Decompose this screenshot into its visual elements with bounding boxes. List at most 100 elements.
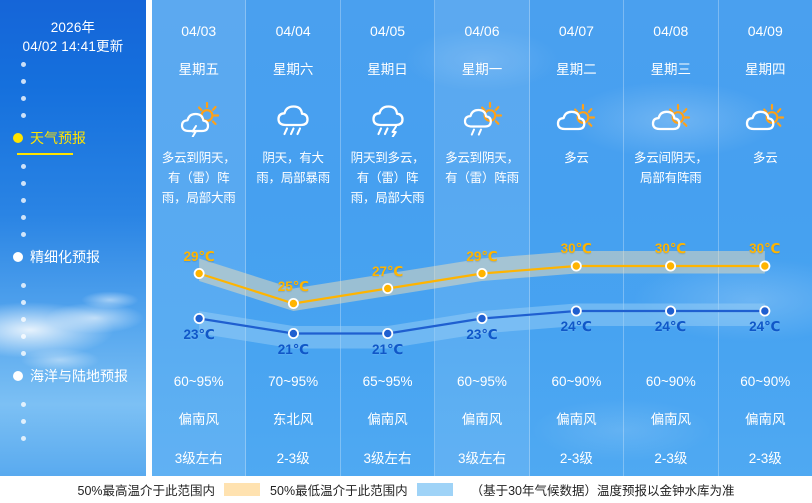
timeline-dot-icon [20, 198, 26, 203]
day-description: 多云 [752, 151, 778, 165]
sidebar-item-refined-forecast[interactable]: 精细化预报 [0, 247, 146, 267]
day-wind-level: 3级左右 [363, 451, 412, 466]
day-description: 多云间阴天，局部有阵雨 [633, 151, 708, 185]
day-wind-direction: 偏南风 [367, 412, 408, 427]
day-date: 04/05 [370, 23, 406, 39]
timeline-dot-icon [20, 402, 26, 407]
forecast-day-column[interactable]: 04/08 星期三 多云间阴天，局部有阵雨 60~90% [624, 0, 719, 476]
timeline-dot-icon [20, 164, 26, 169]
timeline-dot-icon [20, 232, 26, 237]
day-wind-direction: 偏南风 [461, 412, 503, 427]
day-humidity: 60~90% [551, 374, 602, 389]
day-description: 多云 [564, 151, 589, 165]
timeline-dot-icon [20, 419, 26, 424]
timeline-dot-icon [20, 283, 26, 288]
update-time: 04/02 14:41更新 [22, 39, 124, 54]
day-humidity: 60~90% [740, 374, 791, 389]
day-wind-direction: 偏南风 [556, 412, 597, 427]
sidebar-item-label: 海洋与陆地预报 [30, 368, 128, 384]
bullet-icon [13, 371, 23, 381]
day-wind-direction: 偏南风 [744, 412, 786, 427]
day-wind-level: 3级左右 [174, 451, 223, 466]
legend-low-group: 50%最低温介于此范围内 [270, 480, 453, 499]
sun-cloud-icon [743, 100, 787, 138]
day-weekday: 星期三 [650, 62, 692, 77]
timeline-dot-icon [20, 96, 26, 101]
day-weekday: 星期日 [367, 62, 408, 77]
bullet-icon [13, 252, 23, 262]
timeline-dots-mid2 [0, 277, 146, 362]
day-humidity: 65~95% [362, 374, 413, 389]
day-wind-direction: 偏南风 [178, 412, 219, 427]
timeline-dots-mid [0, 158, 146, 243]
day-date: 04/08 [653, 23, 689, 39]
day-lower-block: 60~95% 偏南风 3级左右 [435, 360, 528, 476]
forecast-day-column[interactable]: 04/09 星期四 多云 60~90% [719, 0, 812, 476]
day-description: 阴天到多云，有（雷）阵雨，局部大雨 [350, 151, 425, 205]
forecast-day-column[interactable]: 04/04 星期六 阴天，有大雨，局部暴雨 70~95% 东北 [246, 0, 341, 476]
forecast-columns: 04/03 星期五 多云到阴天，有（雷）阵雨，局部大雨 [152, 0, 812, 476]
timeline-dot-icon [20, 113, 26, 118]
timeline-dots-bottom [0, 396, 146, 447]
sidebar-item-label: 精细化预报 [30, 249, 100, 265]
day-date: 04/07 [558, 23, 594, 39]
sidebar-item-weather-forecast[interactable]: 天气预报 [0, 128, 146, 155]
day-lower-block: 60~95% 偏南风 3级左右 [152, 360, 245, 476]
cloud-rain-thunder-icon [366, 100, 410, 138]
active-underline [17, 153, 73, 155]
chart-legend: 50%最高温介于此范围内 50%最低温介于此范围内 （基于30年气候数据）温度预… [0, 476, 812, 503]
timeline-dot-icon [20, 79, 26, 84]
day-date: 04/09 [747, 23, 783, 39]
day-weekday: 星期二 [556, 62, 597, 77]
day-date: 04/04 [275, 23, 311, 39]
day-humidity: 60~95% [457, 374, 507, 389]
sun-cloud-icon [649, 100, 693, 138]
day-humidity: 70~95% [268, 374, 319, 389]
sun-cloud-rain-icon [460, 100, 504, 138]
day-wind-level: 2-3级 [276, 451, 310, 466]
day-description: 多云到阴天，有（雷）阵雨 [445, 151, 519, 185]
timeline-dot-icon [20, 62, 26, 67]
forecast-day-column[interactable]: 04/03 星期五 多云到阴天，有（雷）阵雨，局部大雨 [152, 0, 247, 476]
legend-high-label: 50%最高温介于此范围内 [77, 484, 216, 498]
day-wind-level: 3级左右 [457, 451, 506, 466]
timeline-dot-icon [20, 436, 26, 441]
timeline-dot-icon [20, 317, 26, 322]
cloud-rain-icon [271, 100, 315, 138]
forecast-day-column[interactable]: 04/05 星期日 阴天到多云，有（雷）阵雨，局部大雨 65~95% [341, 0, 436, 476]
forecast-day-column[interactable]: 04/07 星期二 多云 60~90% [530, 0, 625, 476]
forecast-panel: 04/03 星期五 多云到阴天，有（雷）阵雨，局部大雨 [152, 0, 812, 476]
legend-low-swatch [416, 483, 453, 496]
day-weekday: 星期四 [744, 62, 786, 77]
day-weekday: 星期六 [272, 62, 314, 77]
day-wind-direction: 东北风 [272, 412, 314, 427]
day-lower-block: 70~95% 东北风 2-3级 [246, 360, 339, 476]
bullet-icon [13, 133, 23, 143]
forecast-day-column[interactable]: 04/06 星期一 [435, 0, 530, 476]
update-year: 2026年 [50, 20, 96, 35]
day-lower-block: 60~90% 偏南风 2-3级 [719, 360, 812, 476]
sidebar-timeline: 天气预报 精细化预报 [0, 56, 146, 447]
day-wind-level: 2-3级 [559, 451, 593, 466]
update-timestamp: 2026年 04/02 14:41更新 [0, 0, 146, 56]
timeline-dot-icon [20, 181, 26, 186]
legend-high-swatch [224, 483, 261, 496]
day-lower-block: 60~90% 偏南风 2-3级 [624, 360, 717, 476]
day-date: 04/06 [464, 23, 500, 39]
sidebar-item-marine-land-forecast[interactable]: 海洋与陆地预报 [0, 366, 146, 386]
sidebar-item-label: 天气预报 [30, 130, 86, 146]
day-humidity: 60~90% [645, 374, 696, 389]
legend-note: （基于30年气候数据）温度预报以金钟水库为准 [470, 484, 735, 498]
day-weekday: 星期一 [461, 62, 503, 77]
day-lower-block: 60~90% 偏南风 2-3级 [530, 360, 623, 476]
day-lower-block: 65~95% 偏南风 3级左右 [341, 360, 434, 476]
day-date: 04/03 [181, 23, 217, 39]
timeline-dot-icon [20, 300, 26, 305]
timeline-dot-icon [20, 334, 26, 339]
timeline-dot-icon [20, 215, 26, 220]
legend-low-label: 50%最低温介于此范围内 [270, 484, 408, 498]
sun-cloud-thunder-icon [177, 100, 221, 138]
sidebar: 2026年 04/02 14:41更新 天气预报 [0, 0, 146, 476]
day-humidity: 60~95% [173, 374, 224, 389]
